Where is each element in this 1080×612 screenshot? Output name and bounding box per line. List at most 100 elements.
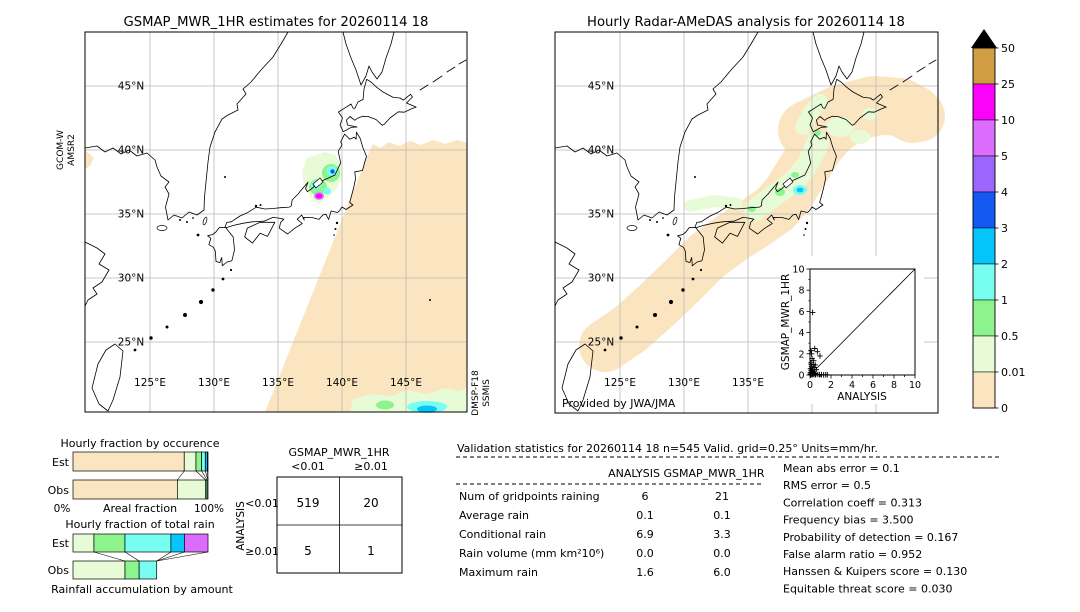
alluvial-connector — [156, 551, 172, 562]
total-rain-caption: Rainfall accumulation by amount — [51, 583, 233, 596]
stat-row-label: Rain volume (mm km²10⁶) — [459, 547, 604, 560]
col-header-gsmap: GSMAP_MWR_1HR — [663, 467, 764, 480]
alluvial-connector — [156, 551, 185, 562]
bar-segment — [201, 451, 206, 472]
colorbar-segment — [972, 335, 996, 373]
table-row-label-lt: <0.01 — [245, 497, 279, 510]
lat-tick-label: 40°N — [118, 145, 144, 157]
bar-segment — [138, 560, 158, 580]
bar-segment — [72, 451, 185, 472]
colorbar-segment — [972, 371, 996, 409]
bar-segment — [183, 451, 197, 472]
occurrence-chart-title: Hourly fraction by occurence — [61, 437, 220, 450]
lon-tick-label: 125°E — [134, 377, 166, 389]
bar-segment — [124, 560, 140, 580]
svg-text:SSMIS: SSMIS — [482, 379, 492, 407]
credit-label: Provided by JWA/JMA — [562, 397, 676, 410]
alluvial-connector — [205, 470, 209, 481]
score-line: Correlation coeff = 0.313 — [783, 496, 922, 509]
colorbar-tick-label: 25 — [1001, 78, 1015, 91]
bar-category-label: Obs — [48, 484, 70, 497]
colorbar-tick-label: 2 — [1001, 258, 1008, 271]
alluvial-connector — [93, 551, 126, 562]
lat-tick-label: 30°N — [118, 273, 144, 285]
scatter-point — [808, 347, 814, 354]
colorbar-segment — [972, 299, 996, 337]
table-cell-hit: 1 — [367, 544, 375, 558]
inset-y-tick-label: 6 — [798, 307, 804, 318]
right-map-title: Hourly Radar-AMeDAS analysis for 2026011… — [587, 15, 905, 30]
right-map-tick-labels: 45°N 40°N 35°N 30°N 25°N 125°E 130°E 135°E — [588, 81, 764, 390]
stat-gsmap-value: 0.1 — [713, 509, 731, 522]
svg-text:AMSR2: AMSR2 — [67, 134, 77, 166]
colorbar-segment — [972, 263, 996, 301]
bar-category-label: Est — [52, 456, 70, 469]
lon-tick-label: 135°E — [262, 377, 294, 389]
colorbar-tick-label: 5 — [1001, 150, 1008, 163]
bar-category-label: Est — [52, 537, 70, 550]
table-cell-hits-none: 519 — [297, 496, 320, 510]
colorbar: 50 25 10 5 4 3 2 1 0.5 0.01 0 — [971, 29, 1026, 415]
colorbar-blocks — [972, 47, 996, 409]
left-sensor-label: GCOM-W AMSR2 — [56, 130, 77, 170]
validation-header: Validation statistics for 20260114 18 n=… — [457, 442, 878, 455]
colorbar-tick-label: 1 — [1001, 294, 1008, 307]
inset-y-tick-label: 4 — [798, 328, 804, 339]
lon-tick-label: 140°E — [326, 377, 358, 389]
inset-x-tick-label: 10 — [909, 380, 921, 391]
occurrence-bars: Est Obs — [48, 451, 209, 500]
left-map-frame — [84, 31, 468, 413]
inset-x-tick-label: 0 — [807, 380, 813, 391]
inset-y-tick-label: 8 — [798, 286, 804, 297]
inset-ylabel: GSMAP_MWR_1HR — [780, 274, 792, 370]
bar-segment — [184, 533, 209, 553]
stat-analysis-value: 0.1 — [636, 509, 654, 522]
right-map-precip — [579, 76, 945, 372]
alluvial-connector — [201, 470, 208, 481]
total-rain-fraction-chart: Hourly fraction of total rain Est Obs Rai… — [48, 518, 234, 596]
svg-text:DMSP-F18: DMSP-F18 — [471, 370, 481, 416]
colorbar-segment — [972, 227, 996, 265]
lon-tick-label: 130°E — [198, 377, 230, 389]
colorbar-tick-label: 3 — [1001, 222, 1008, 235]
lon-tick-label: 135°E — [732, 377, 764, 389]
stat-analysis-value: 0.0 — [636, 547, 654, 560]
bar-segment — [124, 533, 172, 553]
colorbar-tick-label: 10 — [1001, 114, 1015, 127]
left-map-swath — [85, 140, 467, 413]
score-line: Frequency bias = 3.500 — [783, 514, 914, 527]
stat-analysis-value: 1.6 — [636, 566, 654, 579]
score-line: Hanssen & Kuipers score = 0.130 — [783, 565, 967, 578]
scatter-point — [809, 309, 816, 316]
validation-scores: Mean abs error = 0.1 RMS error = 0.5 Corre… — [783, 462, 967, 595]
score-line: Mean abs error = 0.1 — [783, 462, 900, 475]
lat-tick-label: 45°N — [118, 81, 144, 93]
bar-segment — [170, 533, 185, 553]
left-map-gridlines — [85, 32, 467, 412]
lat-tick-label: 25°N — [588, 337, 614, 349]
axis-0pct-label: 0% — [54, 503, 71, 515]
scatter-point — [811, 345, 818, 352]
colorbar-segment — [972, 47, 996, 85]
table-col-label-ge: ≥0.01 — [354, 460, 388, 473]
total-rain-chart-title: Hourly fraction of total rain — [65, 518, 214, 531]
inset-x-tick-label: 8 — [891, 380, 897, 391]
bar-segment — [177, 479, 207, 500]
stat-row-label: Average rain — [459, 509, 529, 522]
amsr2-swath-sliver — [85, 150, 94, 169]
occurrence-fraction-chart: Hourly fraction by occurence Est Obs 0% A… — [48, 437, 224, 515]
score-line: Equitable threat score = 0.030 — [783, 582, 952, 595]
identity-line — [809, 268, 916, 376]
lat-tick-label: 45°N — [588, 81, 614, 93]
bar-category-label: Obs — [48, 564, 70, 577]
stat-row-label: Num of gridpoints raining — [459, 490, 600, 503]
dmsp-swath-area — [265, 140, 467, 412]
stat-row-label: Maximum rain — [459, 566, 538, 579]
inset-x-tick-label: 4 — [849, 380, 855, 391]
score-line: False alarm ratio = 0.952 — [783, 548, 922, 561]
bar-segment — [72, 560, 126, 580]
stat-gsmap-value: 6.0 — [713, 566, 731, 579]
left-map-title: GSMAP_MWR_1HR estimates for 20260114 18 — [124, 15, 429, 30]
alluvial-connector — [177, 470, 185, 481]
